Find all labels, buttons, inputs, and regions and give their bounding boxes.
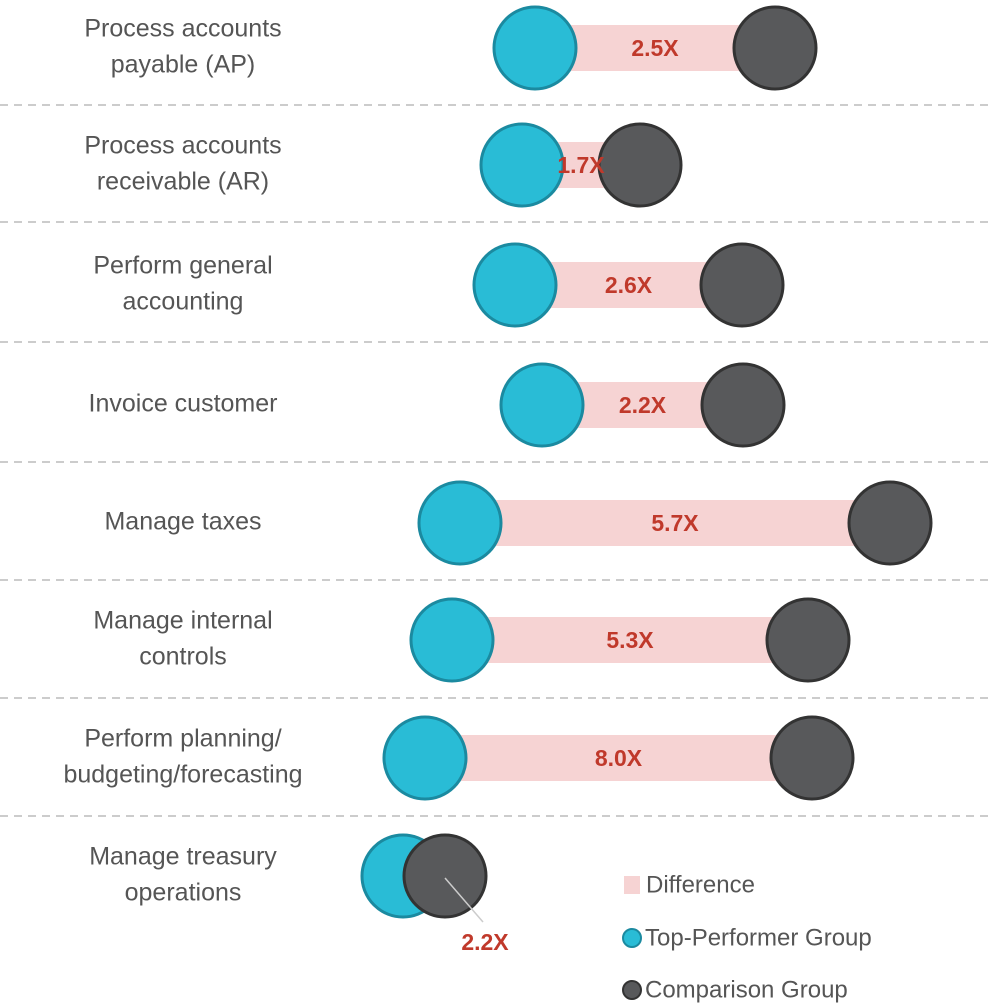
dot <box>769 715 855 801</box>
category-label: payable (AP) <box>111 51 256 79</box>
dot <box>699 242 785 328</box>
legend-label: Top-Performer Group <box>645 924 872 951</box>
difference-bar <box>452 617 808 663</box>
category-label: budgeting/forecasting <box>63 761 302 789</box>
category-label: accounting <box>123 288 244 316</box>
legend-label: Difference <box>646 871 755 898</box>
category-label: Perform planning/ <box>84 725 281 753</box>
dot <box>499 362 585 448</box>
difference-label: 5.7X <box>651 510 699 536</box>
difference-label: 2.2X <box>461 929 509 955</box>
dot <box>382 715 468 801</box>
category-label: controls <box>139 643 227 671</box>
legend-label: Comparison Group <box>645 976 848 1003</box>
difference-label: 1.7X <box>557 152 605 178</box>
dot <box>479 122 565 208</box>
difference-label: 8.0X <box>595 745 643 771</box>
dot <box>597 122 683 208</box>
difference-label: 2.2X <box>619 392 667 418</box>
category-label: Process accounts <box>84 15 281 43</box>
difference-label: 2.6X <box>605 272 653 298</box>
difference-label: 5.3X <box>606 627 654 653</box>
category-label: Manage taxes <box>104 508 261 536</box>
dot <box>492 5 578 91</box>
category-label: Perform general <box>93 252 272 280</box>
dot <box>417 480 503 566</box>
difference-label: 2.5X <box>631 35 679 61</box>
dot <box>732 5 818 91</box>
difference-bar <box>425 735 812 781</box>
dot <box>402 833 488 919</box>
category-label: Process accounts <box>84 132 281 160</box>
separators <box>0 104 989 817</box>
legend-dot <box>622 928 642 948</box>
dot <box>472 242 558 328</box>
dot <box>765 597 851 683</box>
legend-dot <box>622 980 642 1000</box>
difference-bar <box>460 500 890 546</box>
dot <box>847 480 933 566</box>
category-label: Manage treasury <box>89 843 277 871</box>
category-label: receivable (AR) <box>97 168 269 196</box>
dot <box>409 597 495 683</box>
leader-line <box>444 877 484 923</box>
category-label: operations <box>125 879 242 907</box>
category-label: Manage internal <box>93 607 272 635</box>
category-label: Invoice customer <box>89 390 278 418</box>
dot <box>700 362 786 448</box>
legend-swatch <box>624 876 640 894</box>
